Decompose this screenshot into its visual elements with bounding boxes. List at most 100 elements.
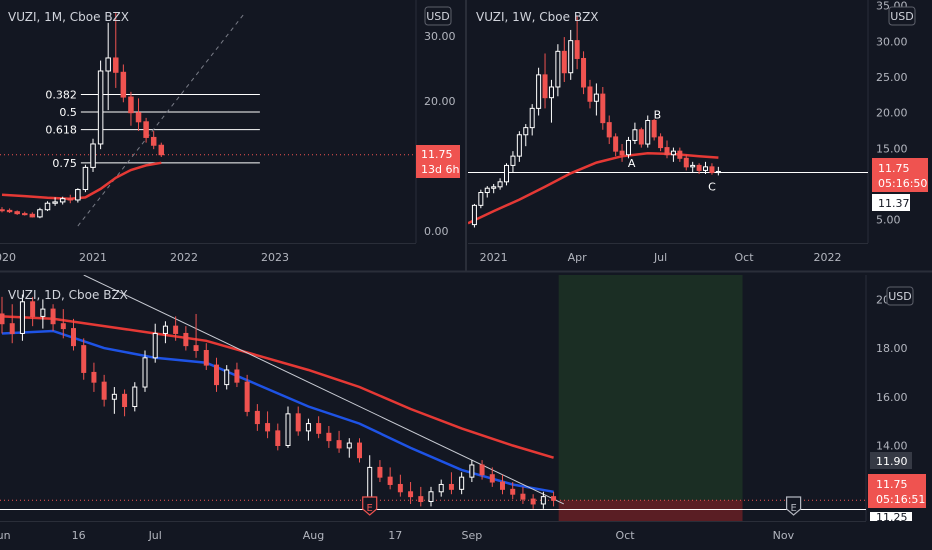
candle-body (491, 186, 497, 189)
daily-x-tick: 16 (72, 529, 86, 542)
earnings-marker[interactable]: E (362, 496, 378, 516)
candle-body (285, 413, 291, 446)
monthly-last-price-tag: 11.75 13d 6h (416, 145, 460, 178)
candle-body (120, 71, 127, 98)
candle-body (479, 464, 485, 476)
candle-body (91, 371, 97, 383)
monthly-chart-pane[interactable]: 0.382 0.5 0.618 0.75 VUZI, 1M, Cboe BZX 30.… (0, 6, 460, 264)
currency-label-daily: USD (888, 290, 912, 303)
candle-body (651, 120, 657, 138)
candle-body (484, 187, 490, 194)
candle-body (244, 381, 250, 412)
earnings-marker-shape (362, 496, 378, 516)
candle-body (459, 476, 465, 490)
candle-body (690, 164, 696, 168)
candle-body (326, 432, 332, 442)
candle-body (606, 122, 612, 138)
candle-body (536, 74, 542, 109)
candle-body (619, 150, 625, 156)
currency-label-weekly: USD (890, 10, 914, 23)
candle-body (346, 442, 352, 449)
position-target-zone (558, 275, 743, 501)
candle-body (40, 308, 46, 317)
monthly-candles (0, 13, 165, 219)
earnings-marker-label: E (367, 503, 373, 514)
candle-body (469, 464, 475, 478)
wave-label: A (628, 157, 636, 170)
fib-level-label: 0.382 (45, 88, 77, 101)
long-position-tool[interactable] (558, 275, 743, 521)
candle-body (316, 423, 322, 434)
weekly-x-tick: 2021 (480, 251, 508, 264)
candle-body (44, 202, 51, 211)
candle-body (183, 332, 189, 347)
candle-body (500, 481, 505, 490)
daily-chart-pane[interactable]: EE VUZI, 1D, Cboe BZX 20.0018.0016.0014.… (0, 275, 926, 542)
candle-body (6, 209, 13, 213)
candle-body (22, 213, 28, 216)
weekly-x-tick: 2022 (813, 251, 841, 264)
daily-countdown: 05:16:51 (876, 493, 925, 506)
candle-body (568, 40, 574, 74)
candle-body (574, 40, 580, 59)
candle-body (587, 86, 593, 102)
candle-body (173, 325, 179, 334)
candle-body (105, 57, 111, 72)
weekly-y-tick: 25.00 (876, 71, 908, 84)
candle-body (523, 127, 529, 136)
candle-body (29, 213, 36, 218)
candle-body (275, 430, 281, 446)
candle-body (555, 50, 561, 88)
candle-body (357, 442, 362, 459)
candle-body (645, 120, 651, 145)
candle-body (510, 488, 516, 495)
candle-body (203, 350, 209, 366)
candle-body (530, 498, 536, 505)
candle-body (82, 166, 89, 191)
daily-x-tick: Jul (148, 529, 162, 542)
candle-body (516, 134, 522, 157)
earnings-marker[interactable]: E (786, 496, 802, 516)
monthly-ma-line (1, 161, 162, 200)
candle-body (81, 345, 87, 373)
weekly-last-price-tag: 11.75 05:16:50 (872, 158, 928, 192)
daily-candles (0, 294, 557, 509)
candle-body (143, 121, 149, 138)
candle-body (97, 70, 104, 145)
candle-body (715, 170, 721, 174)
weekly-time-axis[interactable]: 2021 Apr Jul Oct 2022 (480, 251, 842, 264)
candle-body (542, 74, 548, 99)
monthly-y-tick: 20.00 (424, 95, 456, 108)
candle-body (67, 198, 74, 201)
weekly-y-tick: 15.00 (876, 142, 908, 155)
wave-label: C (708, 180, 716, 193)
daily-time-axis[interactable]: Jun 16 Jul Aug 17 Sep Oct Nov (0, 529, 795, 542)
candle-body (520, 493, 526, 500)
daily-x-tick: Jun (0, 529, 11, 542)
daily-x-tick: Nov (773, 529, 795, 542)
daily-price-tag-upper: 11.90 (870, 452, 912, 469)
daily-y-tick: 16.00 (876, 391, 908, 404)
weekly-x-tick: Oct (735, 251, 755, 264)
candle-body (638, 129, 644, 145)
candle-body (377, 466, 383, 478)
fibonacci-retracement[interactable]: 0.382 0.5 0.618 0.75 (0, 12, 416, 227)
candle-body (59, 198, 66, 203)
candle-body (448, 483, 454, 490)
candle-body (50, 308, 56, 325)
currency-button-daily[interactable]: USD (886, 286, 914, 306)
candle-body (71, 328, 76, 347)
candle-body (0, 209, 5, 212)
weekly-wave-labels: A B C (628, 108, 716, 193)
candle-body (214, 364, 219, 386)
currency-button-monthly[interactable]: USD (424, 6, 452, 26)
weekly-countdown: 05:16:50 (878, 177, 927, 190)
currency-button-weekly[interactable]: USD (888, 6, 916, 26)
weekly-line-price: 11.37 (878, 197, 910, 210)
candle-body (561, 50, 567, 74)
weekly-chart-pane[interactable]: ABC VUZI, 1W, Cboe BZX 35.0030.0025.0020… (468, 0, 928, 264)
monthly-countdown: 13d 6h (421, 163, 459, 176)
